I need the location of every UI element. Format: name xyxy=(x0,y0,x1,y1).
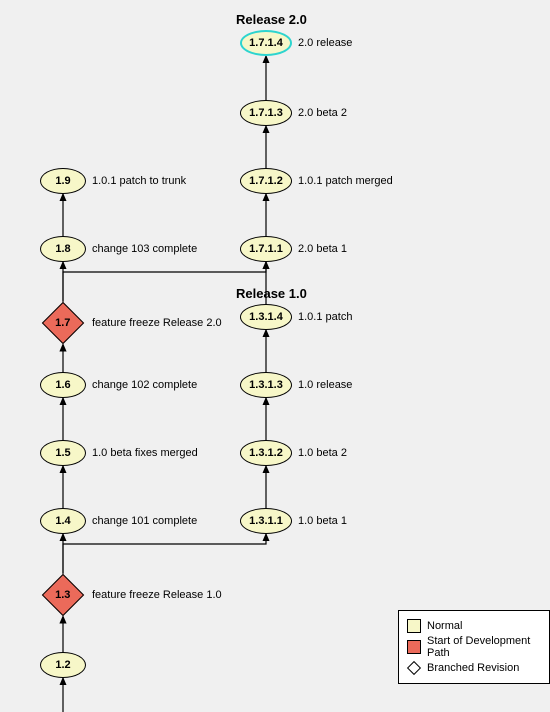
node-caption: 1.0 beta 1 xyxy=(298,515,347,527)
revision-node: 1.7.1.3 xyxy=(240,100,292,126)
revision-node: 1.2 xyxy=(40,652,86,678)
revision-node: 1.7.1.1 xyxy=(240,236,292,262)
node-caption: 1.0.1 patch merged xyxy=(298,175,393,187)
section-heading: Release 2.0 xyxy=(236,12,307,27)
revision-node: 1.3.1.4 xyxy=(240,304,292,330)
branch-node: 1.3 xyxy=(42,574,84,616)
node-caption: change 101 complete xyxy=(92,515,197,527)
legend: Normal Start of Development Path Branched … xyxy=(398,610,550,684)
node-caption: feature freeze Release 1.0 xyxy=(92,589,222,601)
node-caption: change 103 complete xyxy=(92,243,197,255)
diagram-canvas: 1.7.1.4 2.0 release 1.7.1.3 2.0 beta 2 1.9 1.… xyxy=(0,0,550,712)
legend-item: Start of Development Path xyxy=(407,635,541,659)
revision-node: 1.3.1.3 xyxy=(240,372,292,398)
revision-node: 1.7.1.4 xyxy=(240,30,292,56)
legend-swatch xyxy=(407,640,421,654)
revision-node: 1.6 xyxy=(40,372,86,398)
edge xyxy=(63,534,266,574)
legend-swatch xyxy=(407,619,421,633)
node-caption: 2.0 release xyxy=(298,37,352,49)
legend-diamond-icon xyxy=(407,661,421,675)
revision-node: 1.8 xyxy=(40,236,86,262)
revision-node: 1.3.1.1 xyxy=(240,508,292,534)
branch-node: 1.7 xyxy=(42,302,84,344)
revision-node: 1.9 xyxy=(40,168,86,194)
node-caption: change 102 complete xyxy=(92,379,197,391)
node-caption: feature freeze Release 2.0 xyxy=(92,317,222,329)
legend-label: Start of Development Path xyxy=(427,635,541,659)
node-caption: 1.0.1 patch xyxy=(298,311,352,323)
revision-node: 1.4 xyxy=(40,508,86,534)
revision-node: 1.5 xyxy=(40,440,86,466)
node-caption: 1.0 beta 2 xyxy=(298,447,347,459)
section-heading: Release 1.0 xyxy=(236,286,307,301)
revision-node: 1.7.1.2 xyxy=(240,168,292,194)
node-caption: 2.0 beta 1 xyxy=(298,243,347,255)
node-caption: 1.0.1 patch to trunk xyxy=(92,175,186,187)
legend-item: Branched Revision xyxy=(407,661,541,675)
node-caption: 1.0 beta fixes merged xyxy=(92,447,198,459)
legend-item: Normal xyxy=(407,619,541,633)
revision-node: 1.3.1.2 xyxy=(240,440,292,466)
node-caption: 2.0 beta 2 xyxy=(298,107,347,119)
node-caption: 1.0 release xyxy=(298,379,352,391)
legend-label: Branched Revision xyxy=(427,662,519,674)
legend-label: Normal xyxy=(427,620,462,632)
